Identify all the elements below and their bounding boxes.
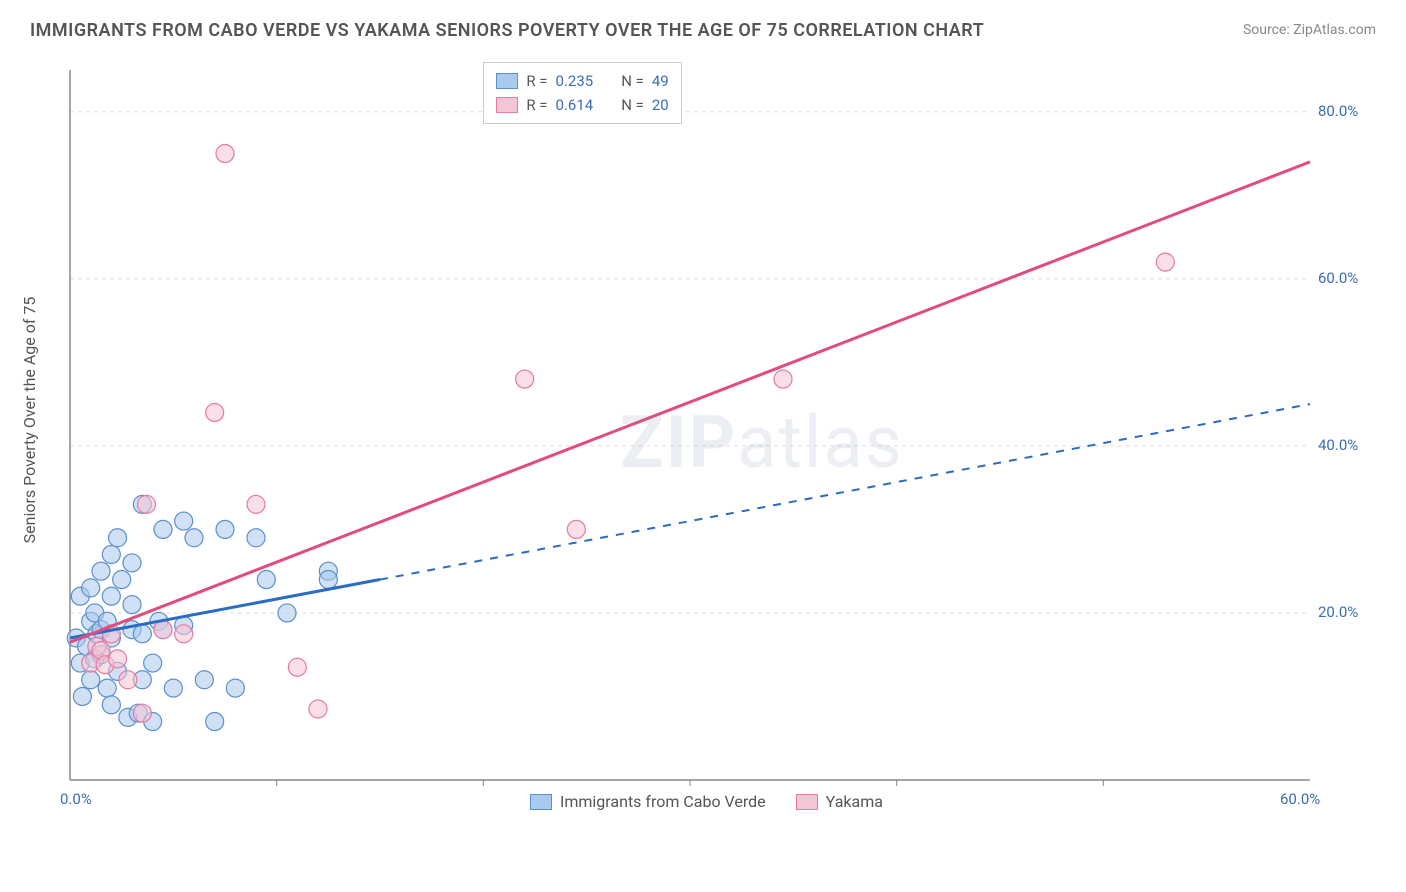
data-point (73, 687, 91, 705)
x-tick-label: 60.0% (1280, 790, 1320, 808)
data-point (144, 654, 162, 672)
legend-top-row: R = 0.614 N = 20 (496, 93, 668, 117)
data-point (309, 700, 327, 718)
legend-swatch (496, 97, 518, 113)
data-point (567, 520, 585, 538)
data-point (123, 554, 141, 572)
legend-r-label: R = (526, 93, 547, 117)
chart-title: IMMIGRANTS FROM CABO VERDE VS YAKAMA SEN… (30, 20, 984, 41)
scatter-chart-svg (60, 60, 1360, 820)
legend-r-value: 0.235 (556, 69, 594, 93)
data-point (206, 713, 224, 731)
x-tick-label: 0.0% (60, 790, 92, 808)
data-point (92, 562, 110, 580)
data-point (109, 650, 127, 668)
data-point (185, 529, 203, 547)
legend-bottom-item: Immigrants from Cabo Verde (530, 792, 766, 811)
data-point (154, 520, 172, 538)
legend-swatch (530, 794, 552, 810)
legend-n-value: 20 (652, 93, 669, 117)
data-point (102, 696, 120, 714)
data-point (123, 596, 141, 614)
data-point (82, 671, 100, 689)
data-point (319, 571, 337, 589)
legend-top-row: R = 0.235 N = 49 (496, 69, 668, 93)
data-point (109, 529, 127, 547)
data-point (98, 679, 116, 697)
data-point (175, 625, 193, 643)
data-point (774, 370, 792, 388)
chart-area: 20.0% 40.0% 60.0% 80.0% 0.0% 60.0% (60, 60, 1360, 820)
data-point (164, 679, 182, 697)
data-point (82, 579, 100, 597)
legend-n-label: N = (621, 93, 644, 117)
y-tick-label: 60.0% (1318, 269, 1358, 287)
data-point (102, 587, 120, 605)
data-point (216, 145, 234, 163)
data-point (247, 529, 265, 547)
legend-series-label: Immigrants from Cabo Verde (560, 792, 766, 811)
legend-series: Immigrants from Cabo Verde Yakama (530, 792, 883, 811)
data-point (195, 671, 213, 689)
data-point (288, 658, 306, 676)
legend-correlation-box: R = 0.235 N = 49 R = 0.614 N = 20 (483, 62, 681, 124)
source-attribution: Source: ZipAtlas.com (1243, 22, 1376, 38)
data-point (102, 545, 120, 563)
trend-line-solid (70, 162, 1310, 642)
legend-r-value: 0.614 (556, 93, 594, 117)
data-point (247, 495, 265, 513)
data-point (175, 512, 193, 530)
data-point (278, 604, 296, 622)
data-point (216, 520, 234, 538)
y-tick-label: 40.0% (1318, 436, 1358, 454)
y-tick-label: 20.0% (1318, 603, 1358, 621)
data-point (133, 704, 151, 722)
legend-n-label: N = (621, 69, 644, 93)
data-point (226, 679, 244, 697)
y-axis-label: Seniors Poverty Over the Age of 75 (20, 297, 39, 544)
data-point (154, 621, 172, 639)
data-point (119, 671, 137, 689)
data-point (137, 495, 155, 513)
legend-series-label: Yakama (826, 792, 883, 811)
y-tick-label: 80.0% (1318, 102, 1358, 120)
trend-line-dashed (380, 404, 1310, 579)
data-point (113, 571, 131, 589)
data-point (133, 625, 151, 643)
legend-swatch (496, 73, 518, 89)
legend-swatch (796, 794, 818, 810)
data-point (1156, 253, 1174, 271)
data-point (206, 403, 224, 421)
data-point (516, 370, 534, 388)
legend-r-label: R = (526, 69, 547, 93)
data-point (257, 571, 275, 589)
legend-bottom-item: Yakama (796, 792, 883, 811)
legend-n-value: 49 (652, 69, 669, 93)
